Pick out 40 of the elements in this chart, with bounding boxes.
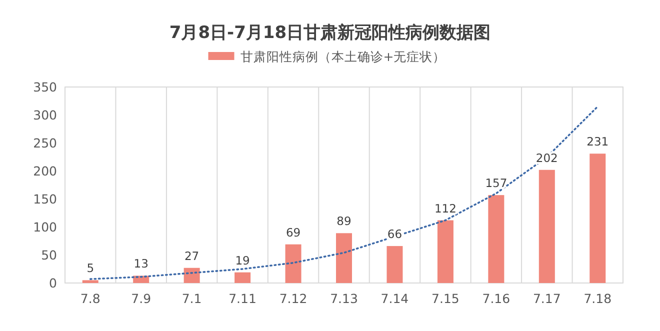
chart-title: 7月8日-7月18日甘肃新冠阳性病例数据图 — [169, 23, 491, 43]
bar — [184, 268, 200, 283]
data-label: 27 — [184, 248, 200, 263]
y-tick-label: 50 — [41, 248, 58, 262]
bar — [386, 246, 403, 283]
data-label: 112 — [434, 201, 456, 216]
legend-label: 甘肃阳性病例（本土确诊+无症状） — [240, 49, 446, 64]
bar — [590, 154, 606, 283]
data-label: 13 — [134, 256, 148, 271]
data-label: 69 — [286, 225, 301, 240]
bar — [437, 220, 454, 283]
y-tick-label: 300 — [33, 108, 58, 122]
y-tick-label: 0 — [49, 276, 58, 290]
x-tick-label: 7.18 — [584, 291, 612, 306]
x-tick-label: 7.8 — [80, 291, 100, 306]
data-label: 89 — [336, 214, 352, 228]
data-label: 157 — [485, 176, 508, 190]
bar — [336, 233, 352, 283]
x-tick-label: 7.14 — [380, 291, 409, 306]
x-tick-label: 7.9 — [131, 291, 152, 306]
data-label: 231 — [586, 134, 609, 149]
y-tick-label: 200 — [33, 164, 58, 178]
x-tick-label: 7.17 — [532, 291, 561, 306]
bar — [538, 170, 555, 283]
bar — [234, 272, 251, 283]
x-tick-label: 7.13 — [330, 291, 358, 306]
y-tick-label: 100 — [33, 220, 58, 234]
x-tick-label: 7.12 — [279, 291, 308, 306]
y-tick-label: 150 — [33, 192, 58, 206]
x-tick-label: 7.15 — [432, 291, 460, 306]
x-tick-label: 7.11 — [228, 291, 256, 306]
data-label: 19 — [235, 253, 250, 268]
x-tick-label: 7.16 — [482, 291, 510, 306]
y-tick-label: 250 — [33, 136, 58, 150]
data-label: 5 — [86, 261, 94, 276]
x-tick-label: 7.1 — [182, 291, 202, 306]
bar — [488, 195, 504, 283]
y-tick-label: 350 — [33, 80, 58, 94]
bar — [82, 280, 98, 283]
bar — [285, 244, 302, 283]
